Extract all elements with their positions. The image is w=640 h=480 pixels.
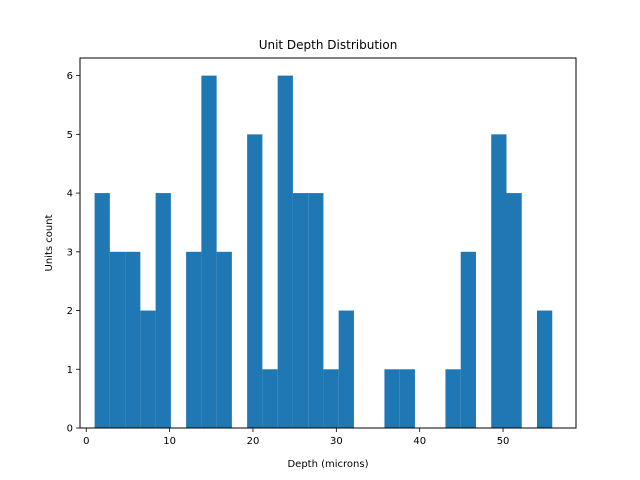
y-tick-label: 2 bbox=[67, 306, 73, 317]
histogram-bar-15 bbox=[323, 369, 339, 428]
histogram-bar-23 bbox=[445, 369, 461, 428]
y-tick-label: 4 bbox=[67, 189, 73, 200]
histogram-bar-27 bbox=[506, 193, 522, 428]
histogram-bar-10 bbox=[247, 134, 263, 428]
histogram-bar-26 bbox=[491, 134, 507, 428]
y-tick-label: 3 bbox=[67, 247, 73, 258]
chart-title: Unit Depth Distribution bbox=[259, 38, 398, 52]
y-axis: 0 1 2 3 4 5 6 bbox=[67, 71, 80, 435]
x-tick-label: 20 bbox=[247, 436, 260, 447]
histogram-bar-19 bbox=[384, 369, 400, 428]
histogram-bar-1 bbox=[109, 251, 126, 428]
y-tick-label: 5 bbox=[67, 130, 73, 141]
histogram-bar-3 bbox=[140, 310, 156, 428]
histogram-bar-8 bbox=[216, 251, 232, 428]
histogram-bar-12 bbox=[277, 75, 293, 429]
y-tick-label: 6 bbox=[67, 71, 73, 82]
y-axis-title: Units count bbox=[44, 214, 55, 271]
histogram-bar-7 bbox=[201, 75, 217, 429]
x-tick-label: 0 bbox=[83, 436, 89, 447]
y-tick-label: 0 bbox=[67, 424, 73, 435]
y-tick-label: 1 bbox=[67, 365, 73, 376]
histogram-bar-20 bbox=[399, 369, 415, 428]
x-axis: 0 10 20 30 40 50 bbox=[83, 428, 509, 447]
histogram-bar-6 bbox=[186, 251, 202, 428]
histogram-bar-24 bbox=[460, 251, 476, 428]
x-axis-title: Depth (microns) bbox=[287, 459, 368, 470]
histogram-bar-2 bbox=[125, 251, 141, 428]
plot-frame bbox=[79, 57, 577, 429]
histogram-bar-14 bbox=[308, 193, 324, 428]
bars-group bbox=[94, 75, 553, 429]
histogram-bar-11 bbox=[262, 369, 278, 428]
x-tick-label: 30 bbox=[330, 436, 343, 447]
histogram-bar-16 bbox=[338, 310, 354, 428]
histogram-bar-13 bbox=[292, 193, 309, 428]
x-tick-label: 50 bbox=[497, 436, 510, 447]
x-tick-label: 40 bbox=[413, 436, 426, 447]
histogram-bar-0 bbox=[94, 193, 110, 428]
histogram-bar-29 bbox=[536, 310, 553, 428]
histogram-bar-4 bbox=[155, 193, 171, 428]
x-tick-label: 10 bbox=[163, 436, 176, 447]
